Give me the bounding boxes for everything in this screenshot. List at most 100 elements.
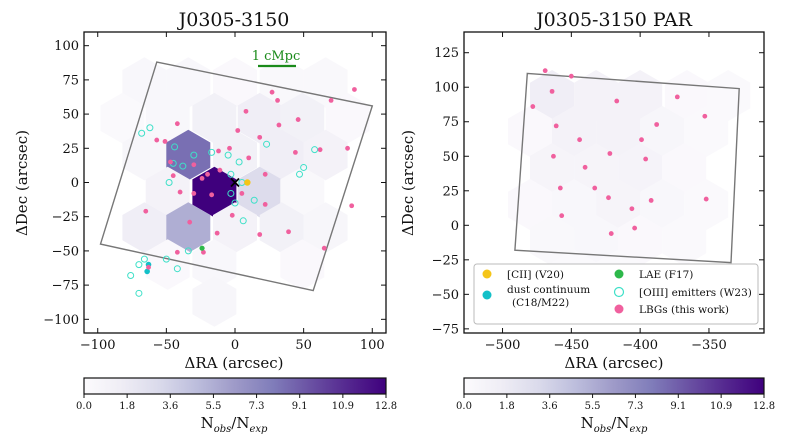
hexbin xyxy=(280,166,325,218)
lbg-point xyxy=(582,164,588,170)
colorbar-left-label: Nobs/Nexp xyxy=(201,414,268,435)
colorbar-tick-label: 5.5 xyxy=(585,401,601,412)
lbg-point xyxy=(293,150,298,155)
oiii-emitter-point xyxy=(231,199,239,207)
oiii-emitter-point xyxy=(224,151,232,159)
hexbin xyxy=(303,202,348,253)
lbg-point xyxy=(170,173,176,179)
y-tick-label: −25 xyxy=(432,253,459,268)
lbg-point xyxy=(177,189,183,195)
lbg-point xyxy=(674,94,680,100)
colorbar-tick-label: 10.9 xyxy=(710,401,732,412)
legend-dust-marker xyxy=(482,290,492,300)
lbg-point xyxy=(606,195,611,201)
cii-point xyxy=(244,179,251,186)
hexbin xyxy=(618,143,663,195)
y-tick-label: 100 xyxy=(434,81,459,96)
hexbin xyxy=(213,129,257,181)
colorbar-tick-label: 12.8 xyxy=(375,401,397,412)
lbg-point xyxy=(275,98,280,103)
lbg-point xyxy=(317,147,323,153)
lbg-point xyxy=(214,230,220,236)
lbg-point xyxy=(227,145,232,151)
quasar-marker xyxy=(230,177,240,188)
hexbin xyxy=(684,179,729,231)
legend-dust-label-line2: (C18/M22) xyxy=(512,297,569,309)
y-tick-label: −50 xyxy=(432,288,459,303)
lbg-point xyxy=(205,171,210,177)
oiii-emitter-point xyxy=(235,158,243,166)
lbg-point xyxy=(257,232,263,237)
colorbar-tick-label: 10.9 xyxy=(332,401,354,412)
legend-cii-marker xyxy=(482,269,492,279)
hexbin xyxy=(618,214,663,266)
hexbin xyxy=(574,70,619,122)
lbg-point xyxy=(199,175,205,181)
y-tick-label: 100 xyxy=(54,39,79,54)
oiii-emitter-point xyxy=(227,170,235,178)
legend: [CII] (V20) LAE (F17) dust continuum (C1… xyxy=(473,263,759,325)
hexbin xyxy=(303,57,348,108)
lbg-point xyxy=(235,128,241,133)
hexbin xyxy=(552,105,597,157)
hexbin xyxy=(122,202,167,253)
lbg-point xyxy=(328,98,334,103)
lbg-point xyxy=(654,122,660,127)
y-tick-label: −75 xyxy=(432,322,459,337)
colorbar-right-ticks: 0.0 1.8 3.6 5.5 7.3 9.1 10.9 12.8 xyxy=(456,394,775,412)
colorbar-tick-label: 0.0 xyxy=(76,401,92,412)
oiii-emitter-point xyxy=(127,272,135,280)
hexbin xyxy=(596,179,641,231)
colorbar-tick-label: 7.3 xyxy=(627,401,643,412)
panel-right-frame xyxy=(463,31,765,334)
hexbin xyxy=(662,214,707,266)
lbg-point xyxy=(162,139,168,144)
lbg-point xyxy=(276,122,282,128)
y-tick-label: 0 xyxy=(71,176,79,191)
right-points xyxy=(530,68,709,236)
lbg-point xyxy=(168,159,173,165)
lbg-point xyxy=(217,167,223,173)
panel-right-title: J0305-3150 PAR xyxy=(534,9,693,31)
right-footprint xyxy=(514,72,740,264)
y-tick-label: −75 xyxy=(52,279,79,294)
legend-box xyxy=(473,263,759,325)
hexbin xyxy=(325,92,370,144)
oiii-emitter-point xyxy=(239,217,247,225)
legend-lae-label: LAE (F17) xyxy=(639,269,693,281)
oiii-emitter-point xyxy=(227,189,235,197)
x-tick-label: −350 xyxy=(691,338,727,353)
hexbin xyxy=(166,202,211,253)
y-tick-label: 50 xyxy=(442,150,459,165)
oiii-emitter-point xyxy=(190,151,198,159)
y-tick-label: −50 xyxy=(52,244,79,259)
lbg-point xyxy=(629,206,635,212)
scalebar-label: 1 cMpc xyxy=(252,49,301,64)
hexbin xyxy=(508,105,553,157)
lbg-point xyxy=(243,108,249,114)
x-tick-label: −450 xyxy=(553,338,589,353)
lbg-point xyxy=(542,68,548,74)
lbg-point xyxy=(201,249,206,255)
lbg-point xyxy=(286,229,291,235)
lbg-point xyxy=(592,185,598,191)
colorbar-tick-label: 3.6 xyxy=(162,401,178,412)
legend-oiii-label: [OIII] emitters (W23) xyxy=(639,287,752,299)
hexbin xyxy=(213,57,257,108)
hexbin xyxy=(662,143,707,195)
colorbar-right-bar xyxy=(463,377,765,395)
hexbin xyxy=(259,202,304,253)
y-tick-label: 25 xyxy=(62,142,79,157)
x-tick-label: −500 xyxy=(485,338,521,353)
hexbin xyxy=(574,143,619,195)
footprint-outline xyxy=(99,61,374,292)
legend-dust-label: dust continuum xyxy=(507,284,590,296)
lbg-point xyxy=(229,212,235,218)
hexbin xyxy=(684,105,729,157)
lbg-point xyxy=(216,148,221,154)
lae-point xyxy=(199,245,205,251)
left-points xyxy=(127,87,357,297)
lbg-point xyxy=(257,134,263,140)
lbg-point xyxy=(643,156,649,162)
y-tick-label: 0 xyxy=(451,219,459,234)
